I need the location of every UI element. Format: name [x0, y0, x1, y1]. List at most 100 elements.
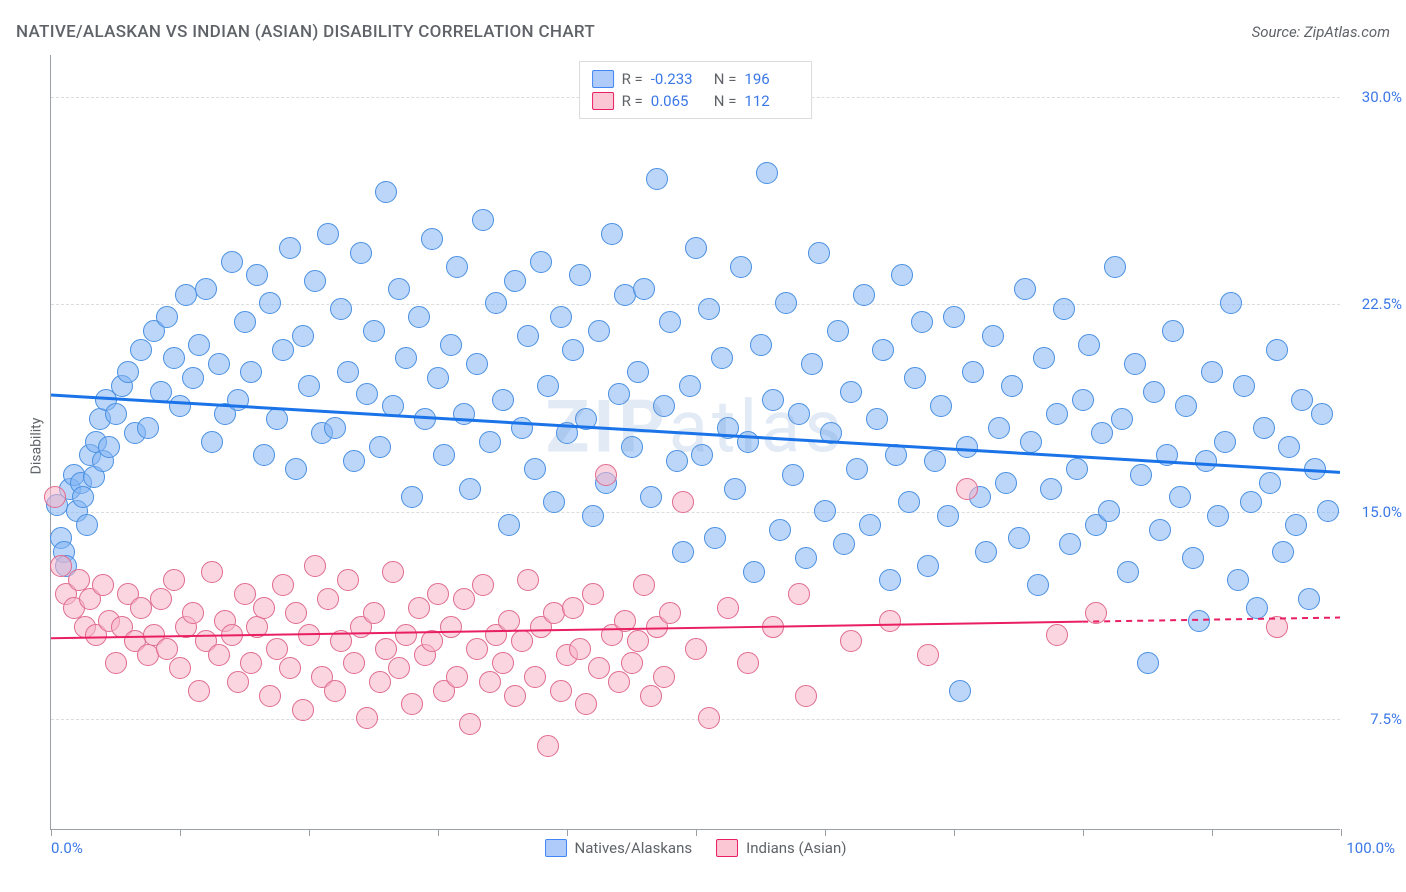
scatter-point-blue	[1066, 458, 1088, 480]
scatter-point-blue	[962, 361, 984, 383]
scatter-point-blue	[988, 417, 1010, 439]
scatter-point-pink	[575, 693, 597, 715]
scatter-point-pink	[163, 569, 185, 591]
r-label: R =	[622, 70, 643, 88]
scatter-point-blue	[1195, 450, 1217, 472]
scatter-point-blue	[898, 491, 920, 513]
scatter-point-blue	[272, 339, 294, 361]
scatter-point-blue	[459, 478, 481, 500]
scatter-point-blue	[621, 436, 643, 458]
scatter-point-blue	[782, 464, 804, 486]
scatter-point-blue	[717, 417, 739, 439]
scatter-point-blue	[1246, 597, 1268, 619]
scatter-point-blue	[943, 306, 965, 328]
scatter-point-blue	[1227, 569, 1249, 591]
scatter-point-blue	[569, 264, 591, 286]
scatter-point-blue	[1130, 464, 1152, 486]
scatter-point-blue	[653, 395, 675, 417]
scatter-point-pink	[524, 666, 546, 688]
scatter-point-blue	[1298, 588, 1320, 610]
scatter-point-blue	[550, 306, 572, 328]
scatter-point-blue	[130, 339, 152, 361]
scatter-point-blue	[388, 278, 410, 300]
scatter-point-blue	[917, 555, 939, 577]
legend-swatch-blue	[545, 839, 567, 857]
legend-stats: R = -0.233 N = 196 R = 0.065 N = 112	[579, 61, 813, 119]
scatter-point-blue	[382, 395, 404, 417]
x-tick	[1341, 829, 1342, 836]
scatter-point-blue	[762, 389, 784, 411]
scatter-point-blue	[633, 278, 655, 300]
scatter-point-pink	[105, 652, 127, 674]
scatter-point-blue	[227, 389, 249, 411]
scatter-point-blue	[343, 450, 365, 472]
scatter-point-blue	[375, 181, 397, 203]
scatter-point-blue	[98, 436, 120, 458]
scatter-point-pink	[537, 735, 559, 757]
scatter-point-blue	[1008, 527, 1030, 549]
scatter-point-blue	[601, 223, 623, 245]
scatter-point-blue	[201, 431, 223, 453]
scatter-point-blue	[163, 347, 185, 369]
scatter-point-blue	[1111, 408, 1133, 430]
scatter-point-blue	[1175, 395, 1197, 417]
scatter-point-blue	[433, 444, 455, 466]
scatter-point-blue	[517, 325, 539, 347]
scatter-point-blue	[691, 444, 713, 466]
scatter-point-pink	[685, 638, 707, 660]
scatter-point-blue	[440, 334, 462, 356]
scatter-point-blue	[672, 541, 694, 563]
scatter-point-blue	[730, 256, 752, 278]
scatter-point-pink	[92, 574, 114, 596]
scatter-point-blue	[298, 375, 320, 397]
scatter-point-pink	[840, 630, 862, 652]
scatter-point-blue	[195, 278, 217, 300]
scatter-point-pink	[201, 561, 223, 583]
scatter-point-blue	[937, 505, 959, 527]
scatter-point-blue	[769, 519, 791, 541]
legend-item: Indians (Asian)	[716, 839, 846, 857]
scatter-point-pink	[498, 610, 520, 632]
scatter-point-pink	[588, 657, 610, 679]
scatter-point-blue	[1098, 500, 1120, 522]
scatter-point-blue	[588, 320, 610, 342]
scatter-point-blue	[221, 251, 243, 273]
scatter-point-pink	[492, 652, 514, 674]
legend-swatch-pink	[592, 92, 614, 110]
scatter-point-pink	[550, 680, 572, 702]
x-axis-min-label: 0.0%	[51, 839, 83, 857]
scatter-point-blue	[1169, 486, 1191, 508]
scatter-point-pink	[511, 630, 533, 652]
scatter-point-blue	[1240, 491, 1262, 513]
scatter-point-blue	[659, 311, 681, 333]
y-tick-label: 7.5%	[1347, 710, 1402, 728]
scatter-point-pink	[240, 652, 262, 674]
scatter-point-blue	[1072, 389, 1094, 411]
scatter-point-pink	[479, 671, 501, 693]
n-label: N =	[714, 70, 737, 88]
scatter-point-blue	[879, 569, 901, 591]
scatter-point-blue	[337, 361, 359, 383]
scatter-point-pink	[795, 685, 817, 707]
scatter-point-blue	[504, 270, 526, 292]
scatter-point-blue	[453, 403, 475, 425]
scatter-point-blue	[1214, 431, 1236, 453]
legend-stats-row: R = -0.233 N = 196	[592, 68, 800, 90]
scatter-point-blue	[259, 292, 281, 314]
scatter-point-pink	[446, 666, 468, 688]
legend-swatch-pink	[716, 839, 738, 857]
scatter-point-blue	[421, 228, 443, 250]
scatter-point-pink	[472, 574, 494, 596]
scatter-point-pink	[401, 693, 423, 715]
legend-label: Natives/Alaskans	[575, 839, 693, 857]
scatter-point-pink	[762, 616, 784, 638]
scatter-point-pink	[569, 638, 591, 660]
scatter-point-pink	[156, 638, 178, 660]
scatter-point-blue	[866, 408, 888, 430]
scatter-point-blue	[582, 505, 604, 527]
scatter-point-blue	[1291, 389, 1313, 411]
chart-source: Source: ZipAtlas.com	[1252, 23, 1390, 41]
scatter-point-blue	[485, 292, 507, 314]
x-tick	[696, 829, 697, 836]
scatter-point-blue	[279, 237, 301, 259]
